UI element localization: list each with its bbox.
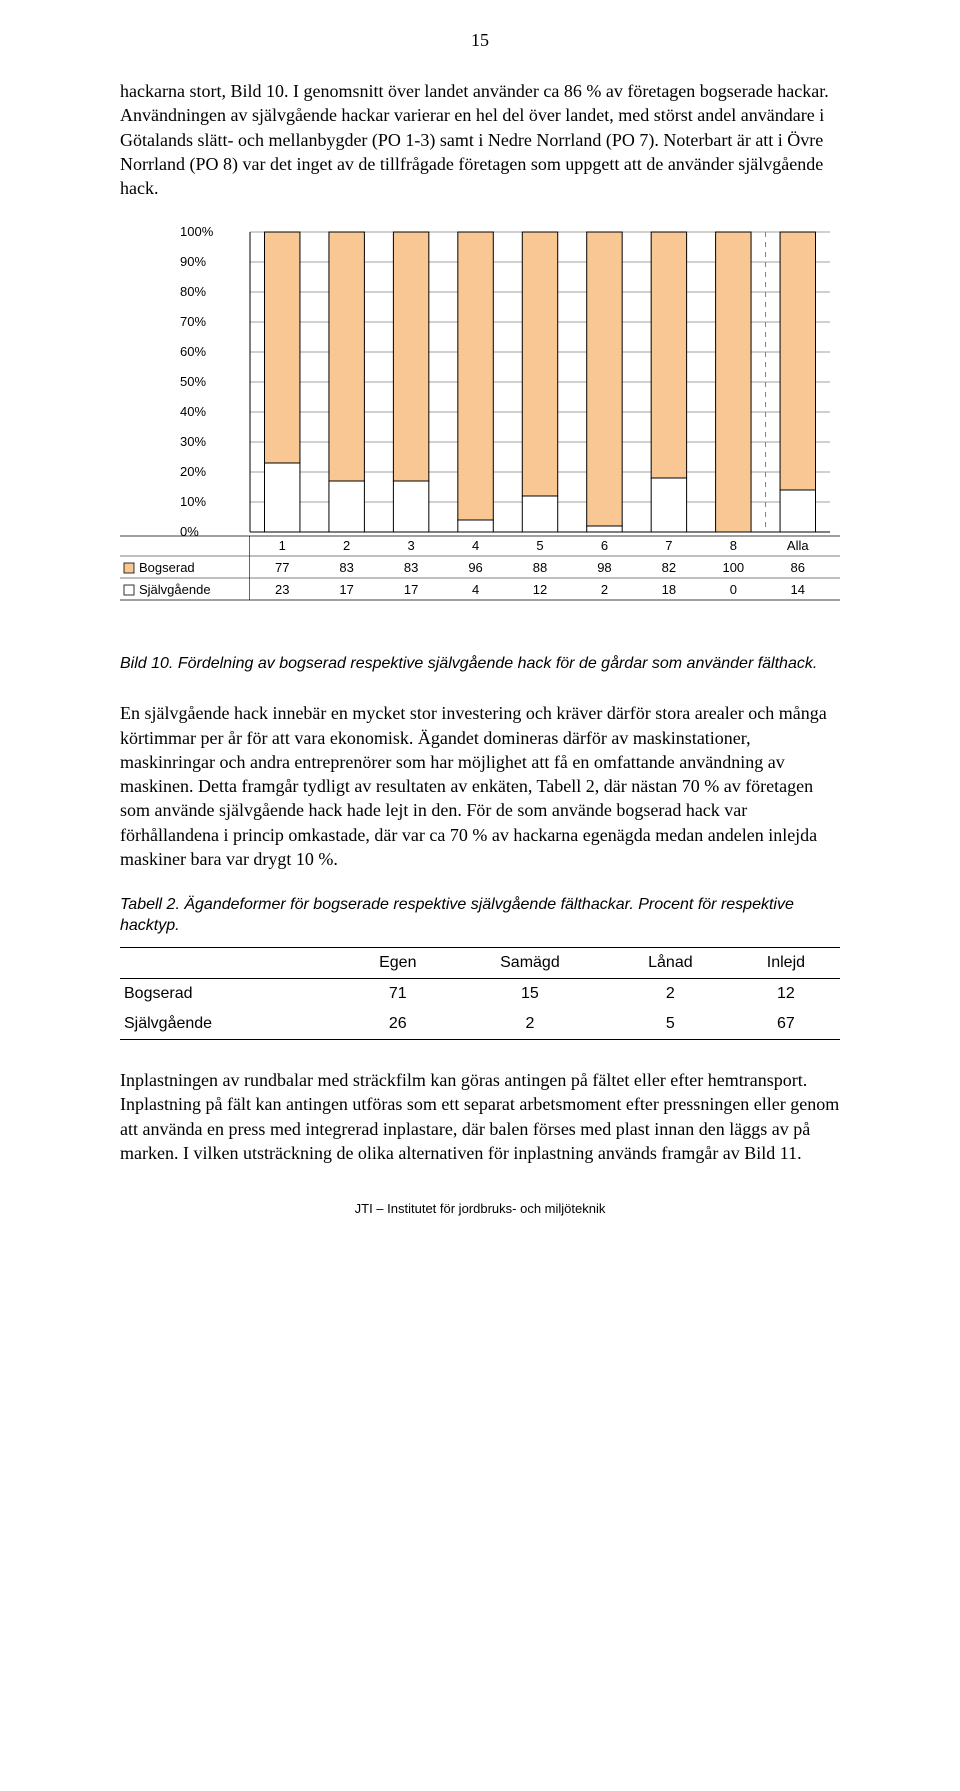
chart-container: 0% 10% 20% 30% 40% 50% 60% 70% 80% 90% 100% Bogsera… [120, 224, 840, 644]
chart-caption: Bild 10. Fördelning av bogserad respekti… [120, 654, 840, 675]
svg-text:20%: 20% [180, 464, 206, 479]
svg-text:6: 6 [601, 538, 608, 553]
svg-text:4: 4 [472, 538, 479, 553]
svg-text:5: 5 [536, 538, 543, 553]
table-cell: 12 [732, 978, 840, 1009]
table-header-cell: Inlejd [732, 947, 840, 978]
table-cell: 26 [345, 1009, 451, 1040]
svg-text:88: 88 [533, 560, 547, 575]
svg-text:96: 96 [468, 560, 482, 575]
footer-text: JTI – Institutet för jordbruks- och milj… [120, 1201, 840, 1216]
svg-text:60%: 60% [180, 344, 206, 359]
svg-text:17: 17 [404, 582, 418, 597]
table-header-cell [120, 947, 345, 978]
svg-text:17: 17 [339, 582, 353, 597]
svg-text:0: 0 [730, 582, 737, 597]
svg-text:0%: 0% [180, 524, 199, 539]
svg-text:2: 2 [601, 582, 608, 597]
table-cell: 5 [609, 1009, 732, 1040]
paragraph-1: hackarna stort, Bild 10. I genomsnitt öv… [120, 79, 840, 200]
svg-text:1: 1 [279, 538, 286, 553]
ownership-table: EgenSamägdLånadInlejd Bogserad7115212Sjä… [120, 947, 840, 1040]
svg-text:30%: 30% [180, 434, 206, 449]
table-cell: 67 [732, 1009, 840, 1040]
table-cell: Bogserad [120, 978, 345, 1009]
svg-text:77: 77 [275, 560, 289, 575]
svg-text:98: 98 [597, 560, 611, 575]
svg-text:80%: 80% [180, 284, 206, 299]
paragraph-3: Inplastningen av rundbalar med sträckfil… [120, 1068, 840, 1165]
svg-text:8: 8 [730, 538, 737, 553]
svg-text:100%: 100% [180, 224, 214, 239]
table-caption: Tabell 2. Ägandeformer för bogserade res… [120, 895, 840, 937]
svg-text:10%: 10% [180, 494, 206, 509]
svg-text:50%: 50% [180, 374, 206, 389]
svg-text:40%: 40% [180, 404, 206, 419]
svg-text:90%: 90% [180, 254, 206, 269]
svg-text:Bogserad: Bogserad [139, 560, 195, 575]
table-header-cell: Egen [345, 947, 451, 978]
svg-text:70%: 70% [180, 314, 206, 329]
stacked-bar-chart: 0% 10% 20% 30% 40% 50% 60% 70% 80% 90% 100% Bogsera… [120, 224, 840, 644]
svg-text:100: 100 [722, 560, 744, 575]
paragraph-2: En självgående hack innebär en mycket st… [120, 701, 840, 871]
page-number: 15 [120, 30, 840, 51]
svg-text:18: 18 [662, 582, 676, 597]
table-cell: 71 [345, 978, 451, 1009]
table-cell: Självgående [120, 1009, 345, 1040]
svg-text:83: 83 [404, 560, 418, 575]
svg-text:Alla: Alla [787, 538, 809, 553]
svg-text:4: 4 [472, 582, 479, 597]
table-header-cell: Samägd [451, 947, 609, 978]
svg-text:14: 14 [791, 582, 805, 597]
svg-text:86: 86 [791, 560, 805, 575]
svg-text:2: 2 [343, 538, 350, 553]
svg-text:23: 23 [275, 582, 289, 597]
table-cell: 15 [451, 978, 609, 1009]
table-cell: 2 [451, 1009, 609, 1040]
table-header-cell: Lånad [609, 947, 732, 978]
svg-text:83: 83 [339, 560, 353, 575]
svg-text:3: 3 [407, 538, 414, 553]
svg-text:7: 7 [665, 538, 672, 553]
svg-text:82: 82 [662, 560, 676, 575]
svg-text:Självgående: Självgående [139, 582, 211, 597]
svg-text:12: 12 [533, 582, 547, 597]
table-cell: 2 [609, 978, 732, 1009]
